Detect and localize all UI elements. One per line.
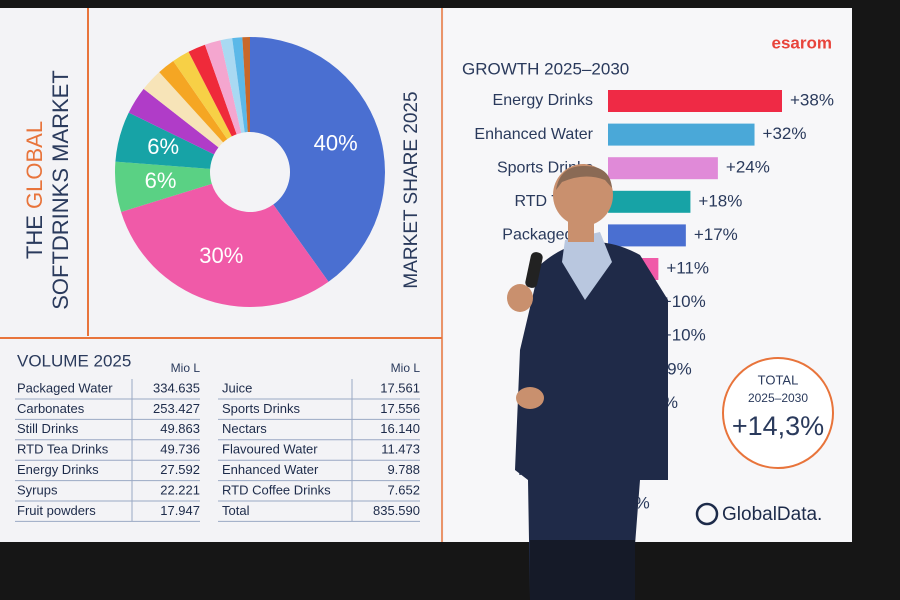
- pie-label: 6%: [145, 168, 177, 193]
- pie-label: 30%: [199, 243, 243, 268]
- table-cell: 49.863: [160, 421, 200, 436]
- table-cell: Nectars: [222, 421, 267, 436]
- speaker: [507, 164, 668, 600]
- brand: GlobalData.: [722, 504, 822, 525]
- pie-slice: [121, 183, 329, 307]
- table-cell: 27.592: [160, 462, 200, 477]
- pie-slice: [115, 112, 215, 169]
- table-cell: Packaged Water: [17, 380, 113, 395]
- table-cell: Total: [222, 503, 250, 518]
- value-label: +17%: [694, 225, 738, 244]
- pie-label: 6%: [147, 134, 179, 159]
- table-unit: Mio L: [391, 361, 421, 375]
- table-cell: 835.590: [373, 503, 420, 518]
- value-label: +10%: [662, 292, 706, 311]
- pie-slice: [220, 38, 245, 133]
- pie-slice: [114, 161, 212, 213]
- table-cell: Energy Drinks: [17, 462, 99, 477]
- pie-slice: [173, 51, 232, 140]
- table-cell: RTD Tea Drinks: [17, 442, 109, 457]
- table-cell: 17.561: [380, 380, 420, 395]
- table-cell: 16.140: [380, 421, 420, 436]
- pie-slice: [250, 37, 385, 282]
- table-cell: Enhanced Water: [222, 462, 319, 477]
- total-label: TOTAL: [758, 372, 799, 387]
- table-title: VOLUME 2025: [17, 351, 131, 370]
- logo: esarom: [772, 33, 832, 52]
- bar-title: GROWTH 2025–2030: [462, 59, 629, 78]
- total-value: +14,3%: [732, 411, 824, 441]
- table-cell: 17.947: [160, 503, 200, 518]
- table-cell: Fruit powders: [17, 503, 96, 518]
- pie-slice: [128, 88, 219, 155]
- bar: [608, 190, 691, 213]
- pie-slice: [242, 37, 250, 133]
- value-label: +18%: [698, 191, 742, 210]
- bar: [608, 123, 755, 146]
- table-cell: Carbonates: [17, 401, 85, 416]
- brand-icon: [695, 502, 719, 526]
- total-period: 2025–2030: [748, 391, 808, 405]
- table-unit: Mio L: [171, 361, 201, 375]
- pie-slice: [159, 60, 228, 143]
- table-cell: Juice: [222, 380, 252, 395]
- table-cell: 7.652: [387, 482, 420, 497]
- bar: [608, 90, 782, 112]
- table-cell: Syrups: [17, 482, 58, 497]
- pie-slice: [204, 40, 242, 135]
- table-cell: 253.427: [153, 401, 200, 416]
- table-cell: 49.736: [160, 442, 200, 457]
- pie-slice: [232, 37, 248, 133]
- pie-title: MARKET SHARE 2025: [401, 91, 422, 288]
- total-badge: [722, 357, 834, 469]
- title-word: THE: [22, 215, 47, 259]
- slide-title: THE GLOBAL: [22, 121, 47, 259]
- table-cell: 11.473: [381, 442, 420, 457]
- table-cell: 9.788: [387, 462, 420, 477]
- bar: [608, 157, 718, 180]
- table-cell: 334.635: [153, 380, 200, 395]
- value-label: +10%: [662, 326, 706, 345]
- slide-title: SOFTDRINKS MARKET: [48, 70, 73, 310]
- value-label: +38%: [790, 90, 834, 109]
- category-label: Energy Drinks: [493, 92, 593, 109]
- bar: [608, 224, 686, 247]
- table-cell: 17.556: [380, 401, 420, 416]
- table-cell: Sports Drinks: [222, 401, 301, 416]
- value-label: +32%: [763, 124, 807, 143]
- table-cell: RTD Coffee Drinks: [222, 482, 331, 497]
- value-label: +24%: [726, 158, 770, 177]
- pie-slice: [188, 44, 237, 137]
- pie-slice: [143, 72, 224, 148]
- title-highlight: GLOBAL: [22, 121, 47, 209]
- pie-label: 40%: [314, 130, 358, 155]
- category-label: Enhanced Water: [474, 126, 593, 143]
- table-cell: Flavoured Water: [222, 442, 318, 457]
- table-cell: Still Drinks: [17, 421, 79, 436]
- table-cell: 22.221: [160, 482, 200, 497]
- value-label: +11%: [666, 258, 709, 277]
